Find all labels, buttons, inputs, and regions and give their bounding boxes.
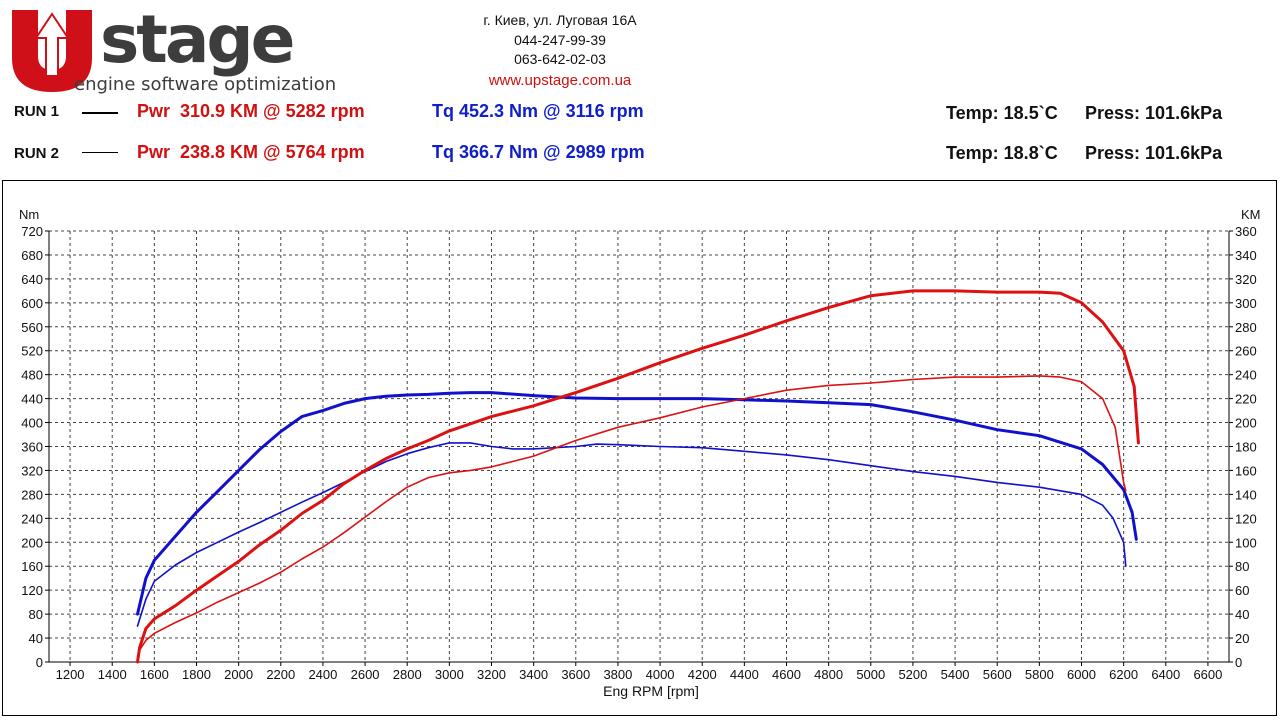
x-tick-label: 5000 [856,667,885,682]
y-left-tick-label: 440 [21,392,43,407]
run1-temp: Temp: 18.5`C [946,103,1058,123]
x-tick-label: 2200 [266,667,295,682]
x-tick-label: 3400 [519,667,548,682]
run2-press: Press: 101.6kPa [1085,143,1223,163]
y-left-tick-label: 560 [21,320,43,335]
dyno-chart: 1200 1400 1600 1800 2000 2200 2400 2600 2800 3000… [19,207,1261,699]
y-right-tick-label: 320 [1235,272,1257,287]
y-axis-left-title: Nm [19,207,39,222]
website-link[interactable]: www.upstage.com.ua [488,72,632,89]
y-right-tick-label: 80 [1235,559,1249,574]
y-right-tick-label: 20 [1235,631,1249,646]
y-left-tick-label: 480 [21,368,43,383]
y-right-tick-label: 340 [1235,248,1257,263]
x-tick-label: 1200 [56,667,85,682]
y-right-tick-label: 300 [1235,296,1257,311]
run2-line-sample [82,152,118,153]
y-right-tick-label: 260 [1235,344,1257,359]
x-tick-label: 2800 [393,667,422,682]
logo-wordmark: stage [100,4,293,78]
x-tick-label: 5800 [1025,667,1054,682]
x-tick-label: 3800 [603,667,632,682]
y-right-tick-label: 360 [1235,224,1257,239]
x-tick-label: 1600 [140,667,169,682]
run1-line-sample [82,112,118,114]
x-tick-label: 1800 [182,667,211,682]
run-2-pwr-line [136,375,1127,663]
x-axis-title: Eng RPM [rpm] [603,683,699,699]
upstage-logo: stage engine software optimization [12,4,336,95]
y-right-tick-label: 100 [1235,535,1257,550]
y-left-tick-label: 680 [21,248,43,263]
run2-torque: Tq 366.7 Nm @ 2989 rpm [432,142,645,162]
y-left-tick-label: 720 [21,224,43,239]
run2-temp: Temp: 18.8`C [946,143,1058,163]
x-tick-label: 5200 [898,667,927,682]
y-right-tick-label: 180 [1235,440,1257,455]
y-left-tick-label: 600 [21,296,43,311]
x-tick-label: 5600 [983,667,1012,682]
y-right-tick-label: 60 [1235,583,1249,598]
x-tick-label: 2600 [351,667,380,682]
x-tick-label: 4200 [688,667,717,682]
y-left-tick-label: 120 [21,583,43,598]
x-tick-label: 4000 [646,667,675,682]
run2-power: Pwr 238.8 KM @ 5764 rpm [137,142,365,162]
y-right-tick-label: 40 [1235,607,1249,622]
x-tick-label: 5400 [941,667,970,682]
y-left-tick-label: 160 [21,559,43,574]
y-left-tick-label: 80 [29,607,43,622]
logo-arrow [34,12,70,77]
run1-press: Press: 101.6kPa [1085,103,1223,123]
contact-address: г. Киев, ул. Луговая 16А [483,12,637,28]
logo-u-shape [12,10,92,92]
x-tick-label: 2400 [308,667,337,682]
run-1-pwr-line [136,289,1140,664]
x-tick-label: 3600 [561,667,590,682]
x-tick-label: 6200 [1109,667,1138,682]
run2-label: RUN 2 [14,145,60,162]
x-tick-label: 6000 [1067,667,1096,682]
run-1-tq-line [136,391,1138,616]
y-right-tick-label: 160 [1235,463,1257,478]
y-right-tick-label: 200 [1235,416,1257,431]
y-axis-right-title: KM [1241,207,1261,222]
x-tick-label: 2000 [224,667,253,682]
dyno-chart-frame: 1200 1400 1600 1800 2000 2200 2400 2600 2800 3000… [2,180,1277,716]
y-right-tick-label: 0 [1235,655,1242,670]
run-2-tq-line [136,442,1127,627]
x-tick-label: 3200 [477,667,506,682]
x-tick-label: 3000 [435,667,464,682]
y-right-tick-label: 220 [1235,392,1257,407]
run1-power: Pwr 310.9 KM @ 5282 rpm [137,101,365,121]
x-tick-label: 6600 [1193,667,1222,682]
x-tick-label: 6400 [1151,667,1180,682]
y-left-tick-label: 40 [29,631,43,646]
y-left-tick-label: 360 [21,440,43,455]
y-right-tick-label: 120 [1235,511,1257,526]
y-left-tick-label: 0 [36,655,43,670]
y-left-tick-label: 280 [21,487,43,502]
y-left-tick-label: 520 [21,344,43,359]
y-right-tick-label: 280 [1235,320,1257,335]
y-left-tick-label: 400 [21,416,43,431]
y-left-tick-label: 200 [21,535,43,550]
run1-label: RUN 1 [14,103,60,120]
x-tick-label: 4400 [730,667,759,682]
x-tick-label: 1400 [98,667,127,682]
y-left-tick-label: 240 [21,511,43,526]
y-right-tick-label: 240 [1235,368,1257,383]
x-tick-label: 4800 [814,667,843,682]
y-left-tick-label: 320 [21,463,43,478]
x-tick-label: 4600 [772,667,801,682]
y-left-tick-label: 640 [21,272,43,287]
run1-torque: Tq 452.3 Nm @ 3116 rpm [432,101,644,121]
contact-phone-2: 063-642-02-03 [514,51,606,67]
logo-tagline: engine software optimization [74,74,336,95]
y-right-tick-label: 140 [1235,487,1257,502]
contact-phone-1: 044-247-99-39 [514,32,606,48]
